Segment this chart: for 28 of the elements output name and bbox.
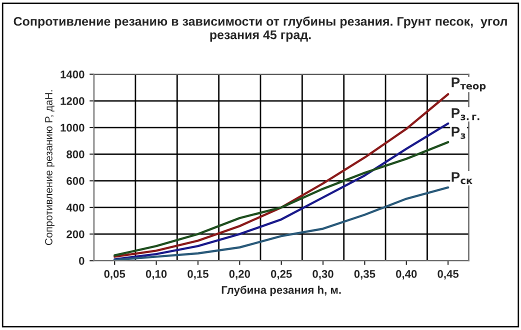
x-tick-label: 0,15 bbox=[188, 270, 208, 280]
line-series bbox=[114, 122, 450, 260]
y-tick-label: 600 bbox=[66, 177, 84, 185]
y-tick-label: 1400 bbox=[60, 70, 84, 78]
line-series bbox=[114, 93, 450, 258]
x-tick-label: 0,20 bbox=[229, 270, 250, 280]
x-tick-label: 0,25 bbox=[270, 270, 292, 280]
x-tick-label: 0,05 bbox=[104, 270, 126, 280]
x-tick-label: 0,40 bbox=[396, 270, 417, 280]
y-tick-label: 200 bbox=[66, 230, 84, 238]
series-label: P$_{ск}$ bbox=[452, 172, 472, 184]
y-tick-label: 1200 bbox=[60, 97, 84, 106]
y-tick-label: 0 bbox=[79, 256, 84, 265]
y-tick-label: 1000 bbox=[60, 124, 84, 132]
series-label: P$_{теор}$ bbox=[452, 78, 486, 92]
x-axis-title: Глубина резания h, м. bbox=[222, 286, 341, 296]
line-series bbox=[114, 186, 450, 261]
x-tick-label: 0,35 bbox=[354, 270, 376, 280]
x-tick-label: 0,45 bbox=[438, 270, 459, 280]
x-tick-label: 0,30 bbox=[312, 270, 334, 280]
y-tick-label: 400 bbox=[66, 204, 84, 212]
line-series bbox=[114, 141, 450, 256]
y-tick-label: 800 bbox=[66, 150, 84, 158]
y-axis-title: Сопротивление резанию P, даН. bbox=[45, 90, 54, 246]
series-label: P$_{з}$ bbox=[452, 126, 466, 139]
chart-title: Сопротивление резанию в зависимости от глубины резания. Грунт песок, угол резания 45 град. bbox=[14, 16, 507, 42]
x-tick-label: 0,10 bbox=[146, 270, 167, 280]
series-label: P$_{з.г.}$ bbox=[452, 108, 480, 120]
